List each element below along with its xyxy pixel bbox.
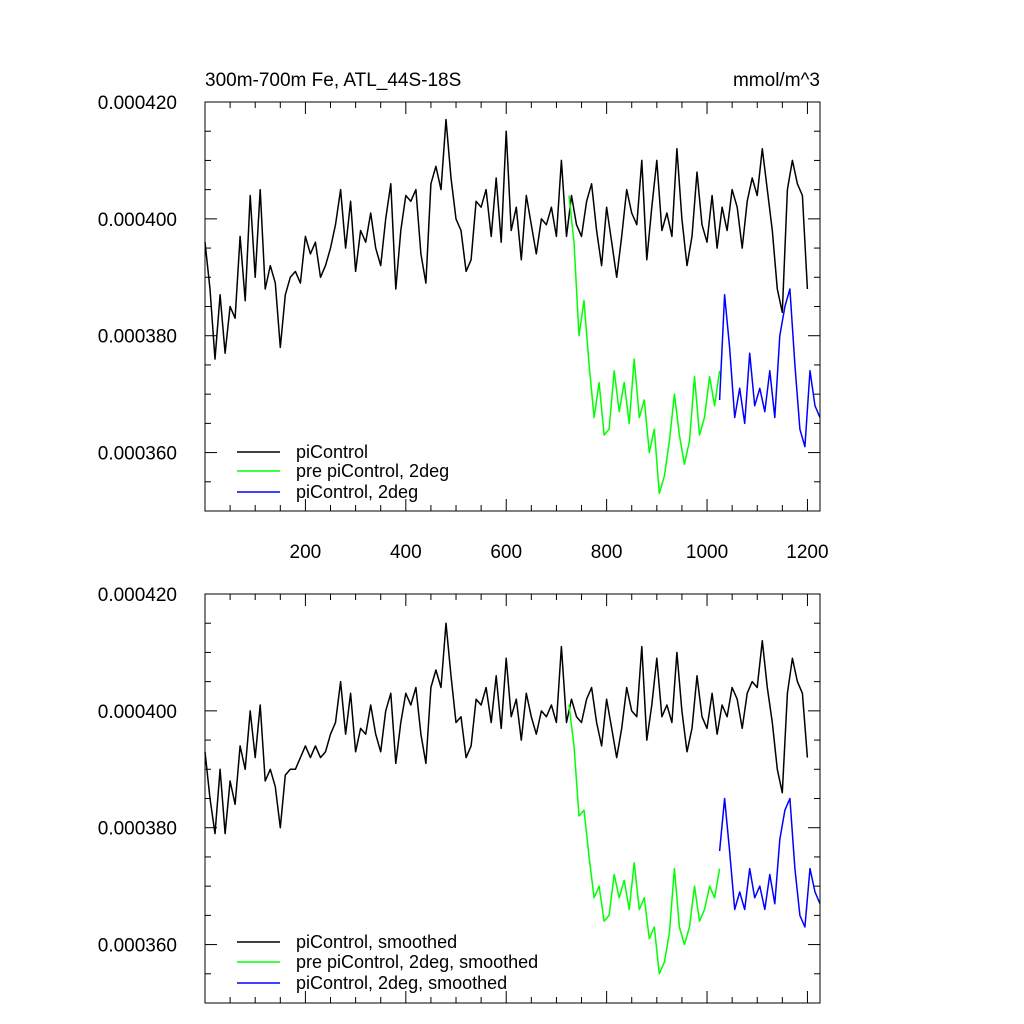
legend-label-picontrol: piControl [296, 442, 368, 462]
series-line-picontrol-2deg-smoothed [718, 797, 821, 928]
x-tick-label: 1200 [786, 542, 828, 563]
legend-label-picontrol-smoothed: piControl, smoothed [296, 932, 457, 952]
y-tick-label: 0.000400 [98, 702, 177, 723]
legend: piControl pre piControl, 2deg piControl,… [237, 442, 449, 502]
legend-label-picontrol-2deg: piControl, 2deg [296, 482, 418, 502]
y-tick-label: 0.000420 [98, 93, 177, 114]
x-tick-label: 200 [290, 542, 322, 563]
y-tick-label: 0.000380 [98, 327, 177, 348]
y-tick-label: 0.000420 [98, 585, 177, 606]
top-panel: 300m-700m Fe, ATL_44S-18S mmol/m^3 0.000… [98, 70, 829, 563]
x-tick-label: 600 [490, 542, 522, 563]
series-line-picontrol-2deg [718, 288, 821, 448]
series-line-pre-picontrol-2deg [568, 195, 721, 495]
y-tick-label: 0.000400 [98, 210, 177, 231]
units-label: mmol/m^3 [733, 70, 820, 91]
series-line-picontrol-smoothed [204, 622, 809, 835]
bottom-panel: 0.000360 0.000380 0.000400 0.000420 piContr… [98, 585, 821, 1004]
y-tick-label: 0.000360 [98, 936, 177, 957]
x-tick-label: 1000 [686, 542, 728, 563]
plot-frame [204, 101, 821, 512]
series-line-pre-picontrol-2deg-smoothed [568, 704, 721, 975]
legend: piControl, smoothed pre piControl, 2deg,… [237, 932, 538, 993]
series-line-picontrol [204, 118, 809, 360]
legend-label-pre-picontrol-2deg-smoothed: pre piControl, 2deg, smoothed [296, 952, 538, 972]
y-tick-label: 0.000360 [98, 444, 177, 465]
x-tick-label: 400 [390, 542, 422, 563]
legend-label-pre-picontrol-2deg: pre piControl, 2deg [296, 461, 449, 481]
chart-title: 300m-700m Fe, ATL_44S-18S [205, 70, 461, 91]
y-tick-label: 0.000380 [98, 819, 177, 840]
x-tick-label: 800 [591, 542, 623, 563]
legend-label-picontrol-2deg-smoothed: piControl, 2deg, smoothed [296, 973, 507, 993]
plot-frame [204, 593, 821, 1004]
